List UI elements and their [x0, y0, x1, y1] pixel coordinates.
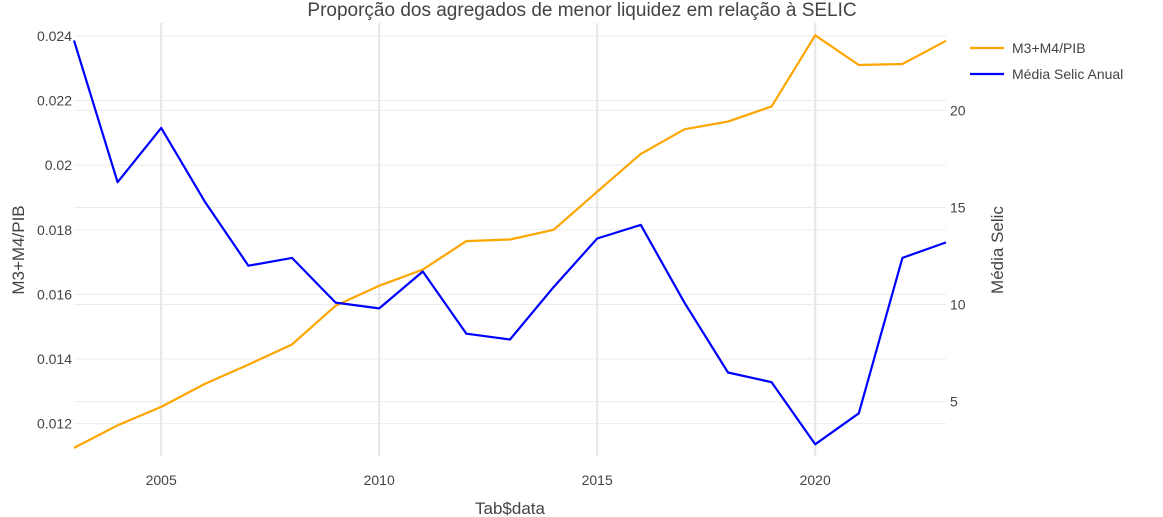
y-left-tick-label: 0.018 — [37, 222, 72, 238]
y-left-tick-label: 0.02 — [45, 157, 72, 173]
y-gridlines — [74, 35, 946, 425]
x-tick-label: 2020 — [800, 472, 831, 488]
legend-label: Média Selic Anual — [1012, 66, 1123, 82]
chart-title: Proporção dos agregados de menor liquide… — [307, 0, 856, 21]
legend-label: M3+M4/PIB — [1012, 40, 1086, 56]
x-axis-label: Tab$data — [475, 499, 545, 517]
y-left-tick-label: 0.014 — [37, 351, 72, 367]
legend-item[interactable]: M3+M4/PIB — [970, 40, 1086, 56]
y-right-axis-label: Média Selic — [988, 206, 1007, 294]
y-right-tick-label: 15 — [950, 199, 966, 215]
series-line-m3-m4-pib[interactable] — [73, 34, 947, 449]
y-left-tick-label: 0.012 — [37, 416, 72, 432]
legend[interactable]: M3+M4/PIB Média Selic Anual — [970, 40, 1123, 82]
y-left-tick-label: 0.016 — [37, 286, 72, 302]
y-right-tick-labels: 5 10 15 20 — [950, 102, 966, 409]
x-tick-labels: 2005 2010 2015 2020 — [146, 472, 831, 488]
y-left-axis-label: M3+M4/PIB — [9, 205, 28, 294]
series-layer — [72, 34, 947, 449]
y-left-tick-label: 0.024 — [37, 28, 72, 44]
x-tick-label: 2005 — [146, 472, 177, 488]
y-left-tick-label: 0.022 — [37, 93, 72, 109]
series-line-selic[interactable] — [72, 40, 947, 446]
y-right-tick-label: 20 — [950, 102, 966, 118]
x-tick-label: 2015 — [582, 472, 613, 488]
y-right-tick-label: 5 — [950, 394, 958, 410]
y-left-tick-labels: 0.012 0.014 0.016 0.018 0.02 0.022 0.024 — [37, 28, 72, 432]
y-right-tick-label: 10 — [950, 297, 966, 313]
legend-item[interactable]: Média Selic Anual — [970, 66, 1123, 82]
x-tick-label: 2010 — [364, 472, 395, 488]
